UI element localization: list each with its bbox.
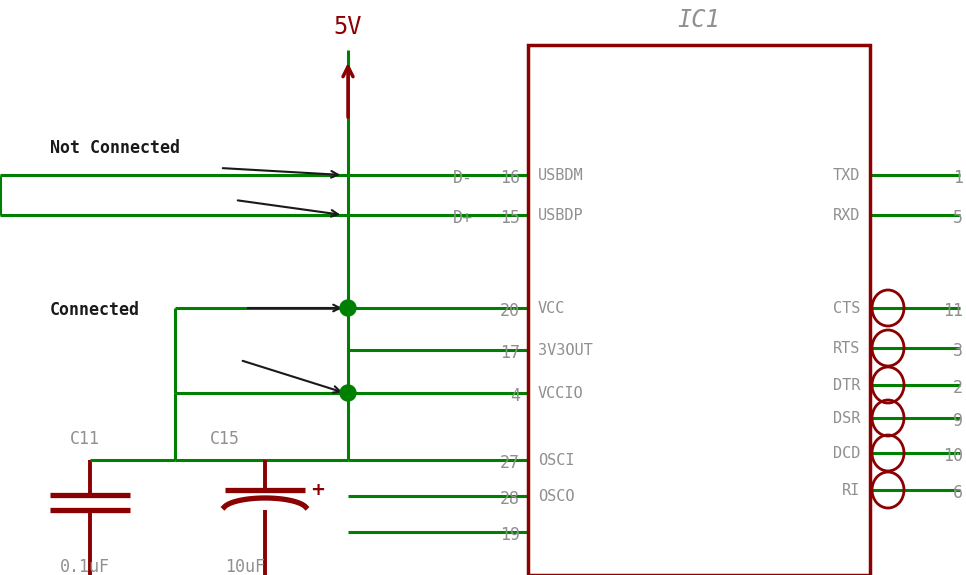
Text: USBDP: USBDP [538,208,583,223]
Text: 0.1uF: 0.1uF [60,558,110,575]
Text: Not Connected: Not Connected [50,139,180,157]
Text: C11: C11 [70,430,100,448]
Text: RTS: RTS [833,341,860,356]
Text: D+: D+ [453,209,473,227]
Text: 15: 15 [500,209,520,227]
Text: DCD: DCD [833,446,860,461]
Text: DSR: DSR [833,411,860,426]
Circle shape [340,300,356,316]
Text: 9: 9 [953,412,963,430]
Text: 20: 20 [500,302,520,320]
Text: OSCI: OSCI [538,453,575,468]
Text: Connected: Connected [50,301,140,319]
Text: 5: 5 [953,209,963,227]
Text: 2: 2 [953,379,963,397]
Text: 17: 17 [500,344,520,362]
Text: VCC: VCC [538,301,565,316]
Text: DTR: DTR [833,378,860,393]
Text: 10uF: 10uF [225,558,265,575]
Text: 5V: 5V [333,15,362,39]
Circle shape [340,385,356,401]
Text: RI: RI [841,483,860,498]
Text: 28: 28 [500,490,520,508]
Text: 10: 10 [943,447,963,465]
Text: 16: 16 [500,169,520,187]
Text: 4: 4 [510,387,520,405]
Text: 27: 27 [500,454,520,472]
Text: USBDM: USBDM [538,168,583,183]
Text: VCCIO: VCCIO [538,386,583,401]
Text: TXD: TXD [833,168,860,183]
Text: 6: 6 [953,484,963,502]
Text: 3: 3 [953,342,963,360]
Text: OSCO: OSCO [538,489,575,504]
Text: CTS: CTS [833,301,860,316]
Text: 11: 11 [943,302,963,320]
Text: D-: D- [453,169,473,187]
Text: +: + [310,481,325,499]
Text: 3V3OUT: 3V3OUT [538,343,593,358]
Text: RXD: RXD [833,208,860,223]
Text: IC1: IC1 [677,8,721,32]
Text: 19: 19 [500,526,520,544]
Bar [528,45,870,575]
Text: C15: C15 [210,430,240,448]
Text: 1: 1 [953,169,963,187]
